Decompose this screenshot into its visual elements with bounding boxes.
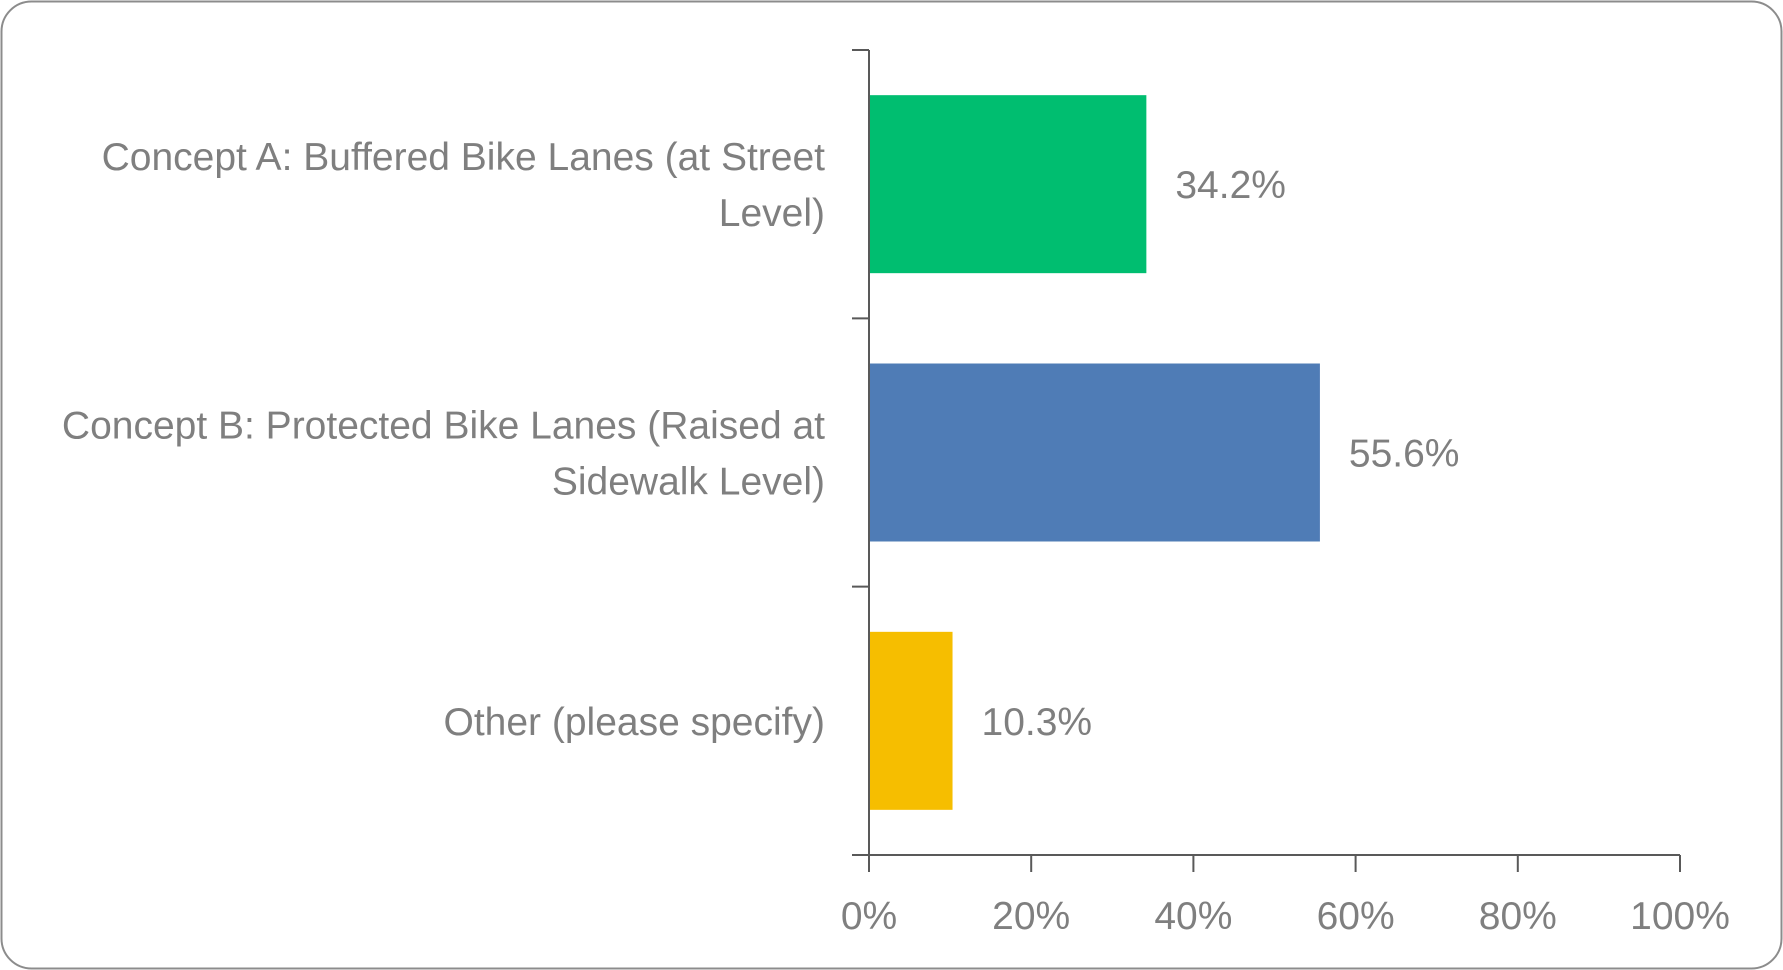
x-tick-label-5: 80% — [1479, 895, 1557, 938]
value-label-1: 34.2% — [1175, 164, 1286, 207]
bar-1 — [869, 95, 1147, 274]
x-tick-label-3: 40% — [1154, 895, 1232, 938]
category-label-1-line-2: Level) — [719, 192, 825, 235]
value-label-2: 55.6% — [1349, 433, 1460, 476]
bars-layer: 34.2% 55.6% 10.3% — [869, 95, 1460, 810]
bar-2 — [869, 363, 1320, 542]
value-label-3: 10.3% — [982, 701, 1093, 744]
category-labels: Concept A: Buffered Bike Lanes (at Stree… — [62, 136, 825, 744]
category-label-2-line-1: Concept B: Protected Bike Lanes (Raised … — [62, 405, 825, 448]
x-tick-label-4: 60% — [1317, 895, 1395, 938]
bar-3 — [869, 631, 953, 810]
axes: 0% 20% 40% 60% 80% 100% — [841, 49, 1730, 938]
x-tick-label-1: 0% — [841, 895, 897, 938]
x-tick-label-6: 100% — [1630, 895, 1730, 938]
category-label-2-line-2: Sidewalk Level) — [552, 461, 825, 504]
category-label-3-line-1: Other (please specify) — [444, 701, 826, 744]
x-tick-label-2: 20% — [992, 895, 1070, 938]
category-label-1-line-1: Concept A: Buffered Bike Lanes (at Stree… — [102, 136, 826, 179]
